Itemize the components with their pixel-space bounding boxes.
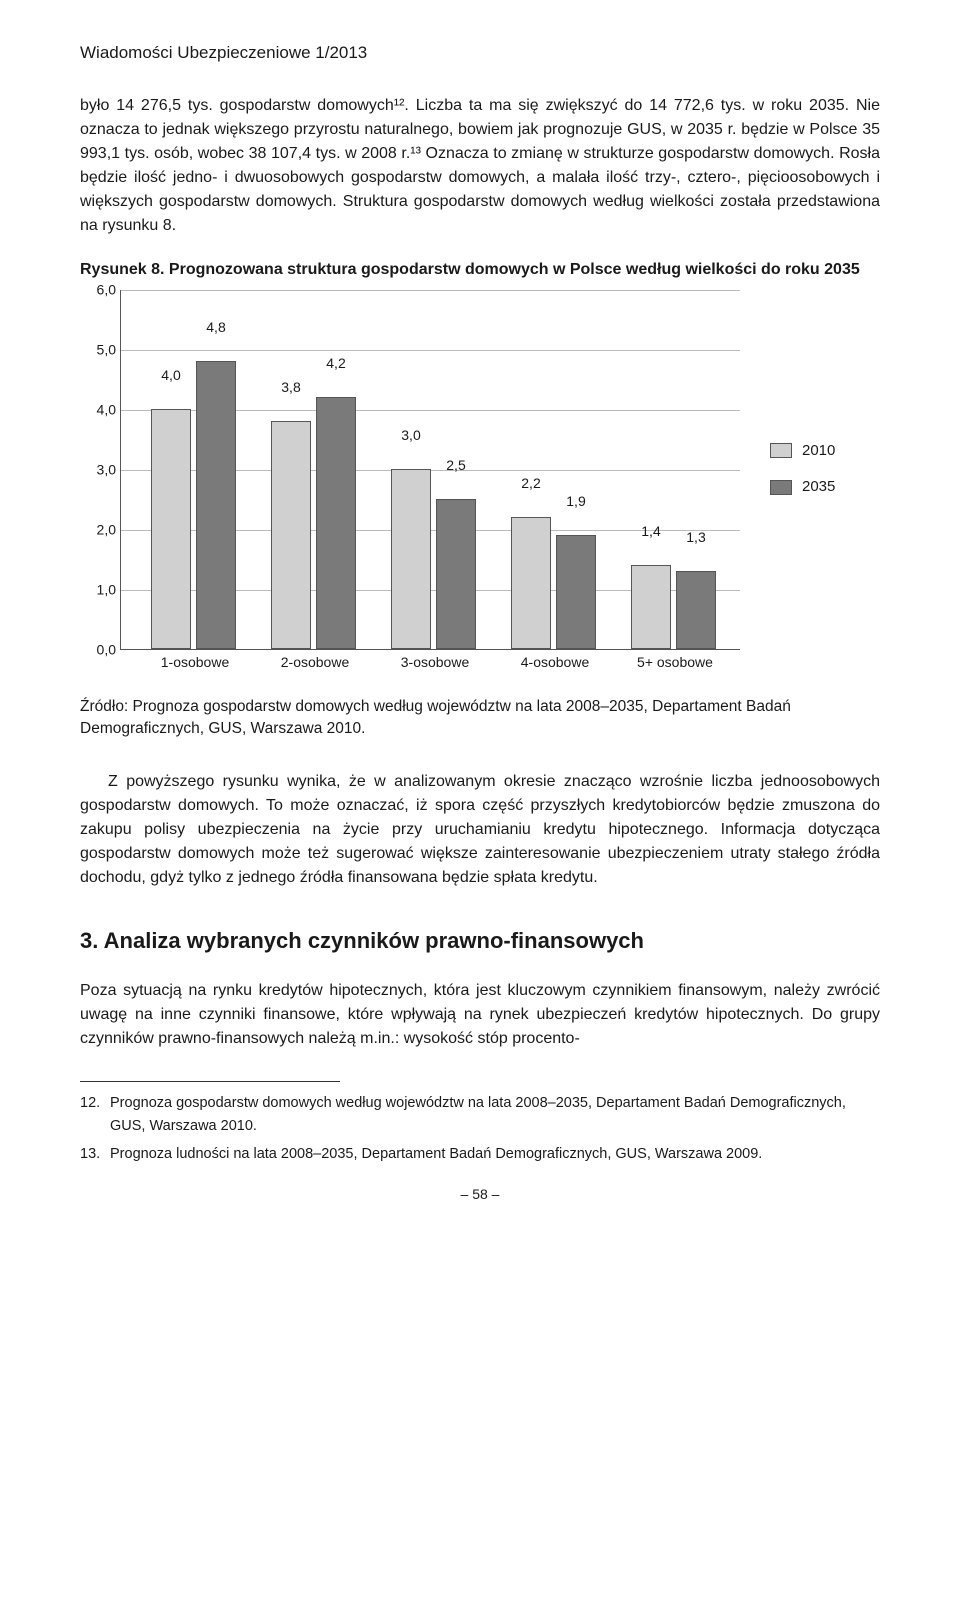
x-category-label: 1-osobowe	[140, 652, 250, 673]
paragraph-2: Z powyższego rysunku wynika, że w analiz…	[80, 770, 880, 890]
footnote-rule	[80, 1081, 340, 1092]
y-tick-label: 2,0	[80, 519, 116, 540]
bar-group: 2,21,9	[511, 290, 601, 649]
footnote-text: Prognoza ludności na lata 2008–2035, Dep…	[110, 1143, 762, 1165]
legend-label-2035: 2035	[802, 476, 835, 499]
paragraph-1: było 14 276,5 tys. gospodarstw domowych¹…	[80, 94, 880, 238]
figure-source: Źródło: Prognoza gospodarstw domowych we…	[80, 696, 880, 741]
section-3-heading: 3. Analiza wybranych czynników prawno-fi…	[80, 924, 880, 957]
y-tick-label: 3,0	[80, 459, 116, 480]
y-tick-label: 4,0	[80, 399, 116, 420]
bar	[631, 565, 671, 649]
bar	[196, 361, 236, 649]
page-number: – 58 –	[80, 1184, 880, 1205]
footnote-num: 13.	[80, 1143, 110, 1165]
figure-title: Rysunek 8. Prognozowana struktura gospod…	[80, 258, 880, 282]
bar	[511, 517, 551, 649]
y-tick-label: 6,0	[80, 279, 116, 300]
bar	[391, 469, 431, 649]
chart-legend: 2010 2035	[770, 440, 880, 513]
bar	[151, 409, 191, 649]
bar-value-label: 3,0	[391, 425, 431, 446]
bar-value-label: 4,8	[196, 317, 236, 338]
x-category-label: 3-osobowe	[380, 652, 490, 673]
legend-item-2010: 2010	[770, 440, 880, 463]
bar-value-label: 3,8	[271, 377, 311, 398]
y-tick-label: 1,0	[80, 579, 116, 600]
bar	[436, 499, 476, 649]
x-category-label: 2-osobowe	[260, 652, 370, 673]
x-category-label: 4-osobowe	[500, 652, 610, 673]
journal-header: Wiadomości Ubezpieczeniowe 1/2013	[80, 40, 880, 66]
bar-group: 3,84,2	[271, 290, 361, 649]
bar-value-label: 4,2	[316, 353, 356, 374]
legend-swatch-2010	[770, 443, 792, 458]
footnote-num: 12.	[80, 1092, 110, 1137]
bar-value-label: 1,9	[556, 491, 596, 512]
footnote-text: Prognoza gospodarstw domowych według woj…	[110, 1092, 880, 1137]
bar-value-label: 2,2	[511, 473, 551, 494]
x-category-label: 5+ osobowe	[620, 652, 730, 673]
legend-label-2010: 2010	[802, 440, 835, 463]
footnote-12: 12. Prognoza gospodarstw domowych według…	[80, 1092, 880, 1137]
footnote-13: 13. Prognoza ludności na lata 2008–2035,…	[80, 1143, 880, 1165]
bar-chart: 0,01,02,03,04,05,06,0 4,04,83,84,23,02,5…	[80, 290, 880, 690]
bar-value-label: 4,0	[151, 365, 191, 386]
bar-group: 4,0 4,8	[151, 290, 241, 649]
legend-swatch-2035	[770, 480, 792, 495]
bar-value-label: 2,5	[436, 455, 476, 476]
bar	[271, 421, 311, 649]
legend-item-2035: 2035	[770, 476, 880, 499]
bar-value-label: 1,4	[631, 521, 671, 542]
bar-value-label: 1,3	[676, 527, 716, 548]
y-tick-label: 5,0	[80, 339, 116, 360]
bar	[316, 397, 356, 649]
y-tick-label: 0,0	[80, 639, 116, 660]
bar-group: 1,41,3	[631, 290, 721, 649]
bar	[676, 571, 716, 649]
bar-group: 3,02,5	[391, 290, 481, 649]
section-3-body: Poza sytuacją na rynku kredytów hipotecz…	[80, 979, 880, 1051]
bar	[556, 535, 596, 649]
footnotes: 12. Prognoza gospodarstw domowych według…	[80, 1092, 880, 1165]
